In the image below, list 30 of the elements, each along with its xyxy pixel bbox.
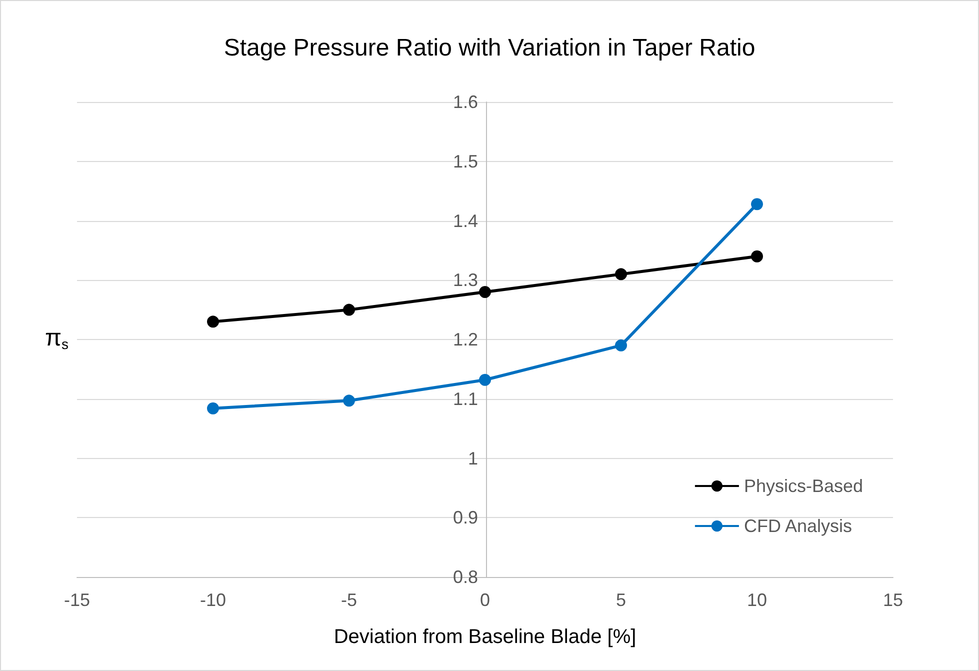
point [751,250,763,262]
point [343,394,355,407]
y-tick-label: 1.1 [452,388,478,409]
x-tick-label: 15 [882,590,904,610]
x-tick-label: -5 [340,590,358,610]
point [343,304,355,316]
point [207,402,219,414]
x-tick-label: 10 [746,590,768,610]
y-tick-label: 1.5 [452,151,478,172]
y-tick-label: 1 [468,448,478,468]
x-tick-label: 0 [480,590,490,610]
point [207,316,219,328]
y-tick-label: 1.4 [452,210,478,231]
chart-title: Stage Pressure Ratio with Variation in Taper Ratio [224,34,756,62]
x-tick-label: 5 [616,590,626,610]
x-axis-title: Deviation from Baseline Blade [%] [334,626,636,648]
y-tick-label: 1.6 [452,92,478,112]
point [479,374,491,386]
x-tick-label: -15 [64,590,90,610]
point [615,268,627,280]
point [615,339,627,352]
point [751,198,763,210]
y-tick-label: 1.3 [452,270,478,290]
legend-label: Physics-Based [744,476,864,496]
legend-label: CFD Analysis [744,516,852,536]
x-tick-label: -10 [200,590,226,610]
point [479,286,491,298]
y-tick-label: 0.9 [452,508,478,528]
y-tick-label: 1.2 [452,330,478,350]
y-tick-label: 0.8 [452,567,478,587]
